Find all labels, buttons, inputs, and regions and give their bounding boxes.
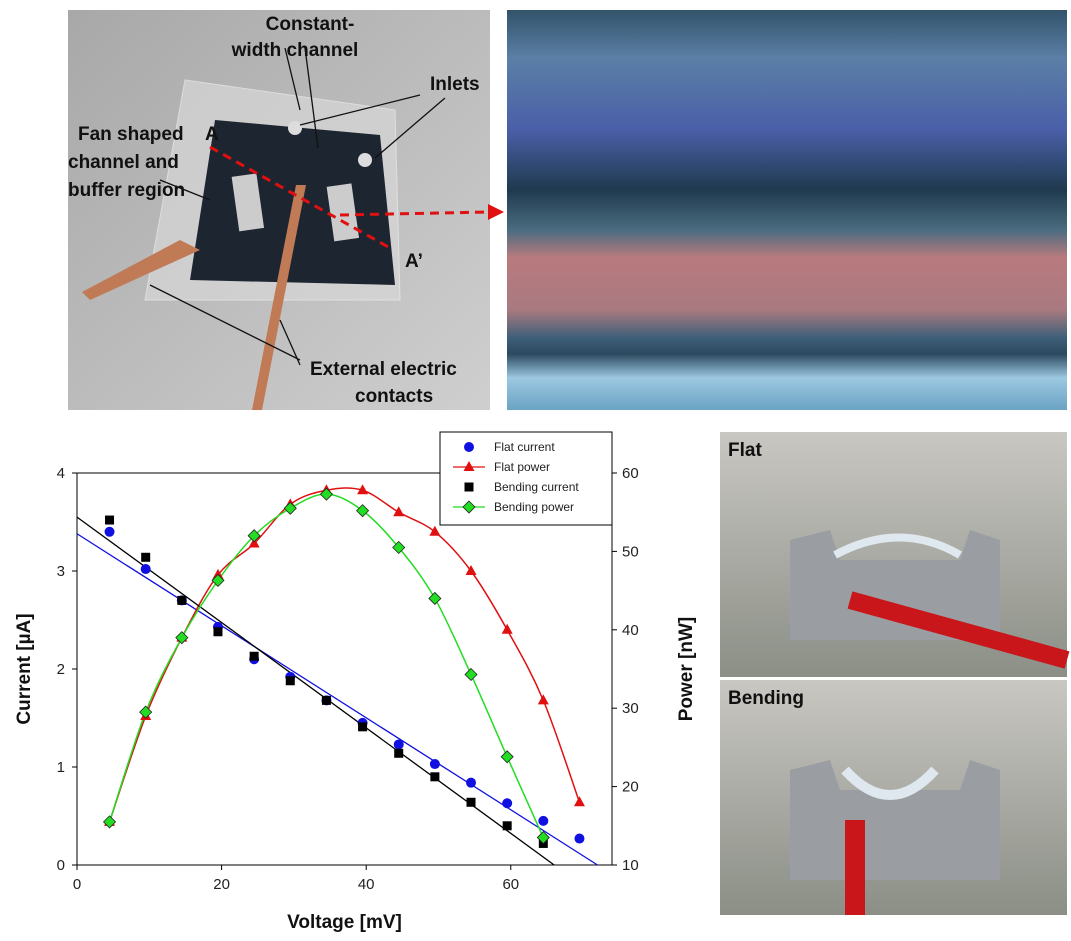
marker (466, 778, 476, 788)
y-tick-label: 4 (57, 465, 65, 482)
legend-marker (464, 442, 474, 452)
power-curve (110, 494, 544, 837)
y-tick-label: 0 (57, 857, 65, 874)
legend-label: Bending current (494, 480, 579, 494)
legend-label: Flat current (494, 440, 555, 454)
marker (177, 596, 186, 605)
plot-frame (77, 473, 612, 865)
marker (502, 624, 513, 634)
legend-label: Flat power (494, 460, 550, 474)
flat-photo: Flat (720, 432, 1067, 677)
marker (574, 796, 585, 806)
marker (176, 632, 188, 644)
annotation: contacts (355, 386, 433, 407)
cross-section-photo (507, 10, 1067, 410)
marker (467, 798, 476, 807)
marker (104, 816, 116, 828)
power-curve (110, 488, 580, 822)
legend-marker (465, 483, 474, 492)
marker (465, 668, 477, 680)
y2-tick-label: 20 (622, 779, 639, 796)
marker (358, 722, 367, 731)
annotation: Constant- (266, 14, 355, 35)
marker (430, 759, 440, 769)
marker (250, 652, 259, 661)
y-tick-label: 2 (57, 661, 65, 678)
y-tick-label: 3 (57, 563, 65, 580)
annotation: A’ (405, 251, 423, 272)
x-tick-label: 40 (358, 876, 375, 893)
y2-tick-label: 50 (622, 543, 639, 560)
trend-line (77, 534, 598, 865)
marker (429, 526, 440, 536)
marker (213, 627, 222, 636)
y-tick-label: 1 (57, 759, 65, 776)
marker (394, 749, 403, 758)
y-axis-label: Current [µA] (14, 613, 35, 724)
annotation: Inlets (430, 74, 480, 95)
figure: Constant- width channel Inlets Fan shape… (0, 0, 1071, 936)
marker (322, 696, 331, 705)
marker (430, 772, 439, 781)
marker (105, 516, 114, 525)
annotation: channel and (68, 152, 179, 173)
marker (141, 553, 150, 562)
marker (502, 798, 512, 808)
marker (286, 676, 295, 685)
marker (284, 502, 296, 514)
chart: 0 20 40 60 0 1 2 3 4 10 20 30 40 50 60 Voltage [mV] Curr… (14, 432, 697, 933)
x-axis-label: Voltage [mV] (287, 912, 402, 933)
marker (105, 527, 115, 537)
marker (140, 706, 152, 718)
marker (212, 574, 224, 586)
marker (503, 821, 512, 830)
marker (538, 816, 548, 826)
photo-label: Flat (728, 440, 762, 461)
annotation: External electric (310, 359, 457, 380)
marker (429, 592, 441, 604)
annotation: width channel (231, 40, 359, 61)
x-tick-label: 60 (502, 876, 519, 893)
marker (393, 506, 404, 516)
bending-photo: Bending (720, 680, 1067, 915)
legend-label: Bending power (494, 500, 574, 514)
photo-label: Bending (728, 688, 804, 709)
annotation: buffer region (68, 180, 185, 201)
y2-tick-label: 40 (622, 622, 639, 639)
marker (538, 694, 549, 704)
x-tick-label: 20 (213, 876, 230, 893)
marker (394, 739, 404, 749)
annotation: A (205, 124, 219, 145)
y2-axis-label: Power [nW] (676, 617, 697, 722)
marker (574, 834, 584, 844)
annotation: Fan shaped (78, 124, 184, 145)
marker (501, 751, 513, 763)
y2-tick-label: 30 (622, 700, 639, 717)
device-photo: Constant- width channel Inlets Fan shape… (68, 10, 504, 410)
y2-tick-label: 60 (622, 465, 639, 482)
x-tick-label: 0 (73, 876, 81, 893)
y2-tick-label: 10 (622, 857, 639, 874)
marker (141, 564, 151, 574)
